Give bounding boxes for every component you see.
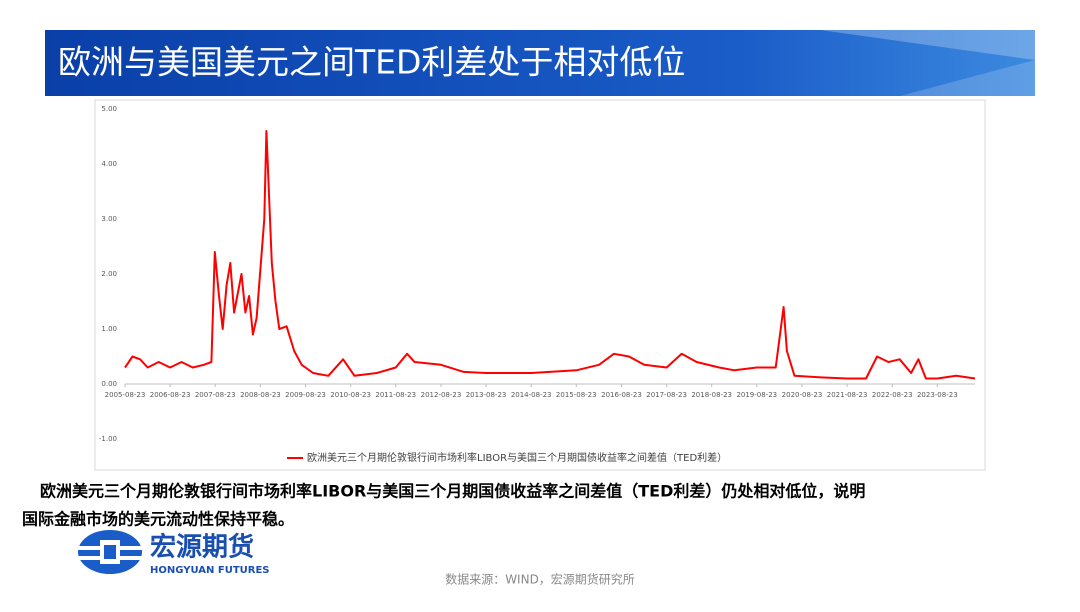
- x-tick-label: 2017-08-23: [646, 391, 687, 399]
- legend-label: 欧洲美元三个月期伦敦银行间市场利率LIBOR与美国三个月期国债收益率之间差值（T…: [307, 451, 727, 464]
- logo-name: 宏源期货: [150, 532, 254, 563]
- x-tick-label: 2008-08-23: [240, 391, 281, 399]
- x-tick-label: 2013-08-23: [466, 391, 507, 399]
- x-tick-label: 2012-08-23: [421, 391, 462, 399]
- x-tick-label: 2009-08-23: [285, 391, 326, 399]
- y-tick-label: 2.00: [101, 270, 117, 278]
- caption-line: 国际金融市场的美元流动性保持平稳。: [22, 510, 294, 529]
- banner-stripe: [900, 60, 1035, 96]
- banner: [45, 30, 1035, 96]
- x-tick-label: 2022-08-23: [872, 391, 913, 399]
- y-tick-label: -1.00: [99, 435, 117, 443]
- x-tick-label: 2016-08-23: [601, 391, 642, 399]
- x-tick-label: 2006-08-23: [150, 391, 191, 399]
- y-tick-label: 0.00: [101, 380, 117, 388]
- x-tick-label: 2015-08-23: [556, 391, 597, 399]
- y-tick-label: 3.00: [101, 215, 117, 223]
- x-tick-label: 2010-08-23: [330, 391, 371, 399]
- x-tick-label: 2019-08-23: [736, 391, 777, 399]
- x-tick-label: 2021-08-23: [827, 391, 868, 399]
- x-tick-label: 2005-08-23: [105, 391, 146, 399]
- x-tick-label: 2023-08-23: [917, 391, 958, 399]
- source-note: 数据来源：WIND，宏源期货研究所: [445, 572, 635, 587]
- slide-title: 欧洲与美国美元之间TED利差处于相对低位: [58, 43, 685, 82]
- y-tick-label: 1.00: [101, 325, 117, 333]
- x-tick-label: 2020-08-23: [782, 391, 823, 399]
- x-tick-label: 2011-08-23: [375, 391, 416, 399]
- caption-line: 欧洲美元三个月期伦敦银行间市场利率LIBOR与美国三个月期国债收益率之间差值（T…: [40, 482, 865, 501]
- x-tick-label: 2007-08-23: [195, 391, 236, 399]
- x-tick-label: 2014-08-23: [511, 391, 552, 399]
- chart-frame: [94, 99, 986, 471]
- y-tick-label: 5.00: [101, 105, 117, 113]
- banner-stripe: [820, 30, 1035, 60]
- logo-english: HONGYUAN FUTURES: [150, 565, 270, 576]
- x-tick-label: 2018-08-23: [691, 391, 732, 399]
- logo-icon: [78, 530, 142, 574]
- y-tick-label: 4.00: [101, 160, 117, 168]
- data-line: [124, 130, 976, 380]
